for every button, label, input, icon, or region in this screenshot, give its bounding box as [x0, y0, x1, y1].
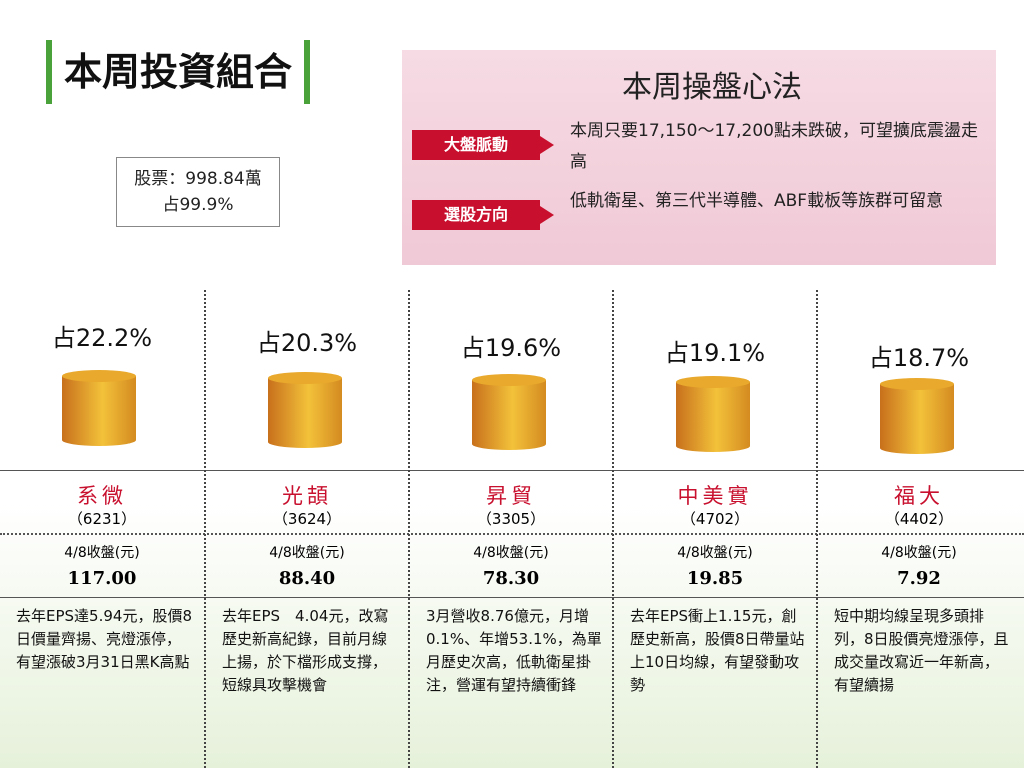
stock-name: 福大 [894, 484, 944, 508]
stock-code: （4702） [680, 510, 750, 528]
close-label: 4/8收盤(元) [64, 545, 140, 561]
stock-note: 去年EPS達5.94元，股價8日價量齊揚、亮燈漲停，有望漲破3月31日黑K高點 [16, 607, 192, 671]
holding-box: 股票：998.84萬 占99.9% [116, 157, 280, 227]
stock-name: 光頡 [282, 484, 332, 508]
cylinder [472, 374, 546, 450]
stock-share: 占22.2% [51, 324, 153, 352]
stock-column: 占20.3% 光頡 （3624） 4/8收盤(元) 88.40 去年EPS 4.04元，改… [204, 290, 408, 768]
close-price: 88.40 [278, 568, 336, 589]
close-label: 4/8收盤(元) [881, 545, 957, 561]
stock-column: 占22.2% 系微 （6231） 4/8收盤(元) 117.00 去年EPS達5.94元，… [0, 290, 204, 768]
stocks-area: 占22.2% 系微 （6231） 4/8收盤(元) 117.00 去年EPS達5.94元，… [0, 290, 1024, 768]
arrow [540, 136, 554, 154]
close-price: 7.92 [897, 568, 941, 589]
stock-column: 占18.7% 福大 （4402） 4/8收盤(元) 7.92 短中期均線呈現多頭排列，8日… [816, 290, 1020, 768]
close-label: 4/8收盤(元) [677, 545, 753, 561]
row-label: 選股方向 [412, 200, 540, 230]
stock-share: 占20.3% [256, 329, 358, 357]
close-price: 117.00 [67, 568, 137, 589]
cylinder [62, 370, 136, 446]
cylinder [268, 372, 342, 448]
stock-column: 占19.6% 昇貿 （3305） 4/8收盤(元) 78.30 3月營收8.76億元，月增… [408, 290, 612, 768]
stock-note: 短中期均線呈現多頭排列，8日股價亮燈漲停，且成交量改寫近一年新高，有望續揚 [834, 607, 1009, 694]
stock-code: （3624） [272, 510, 342, 528]
stock-share: 占19.6% [460, 334, 562, 362]
row-text: 低軌衛星、第三代半導體、ABF載板等族群可留意 [570, 191, 944, 211]
stock-share: 占19.1% [664, 339, 766, 367]
strategy-title: 本周操盤心法 [622, 70, 802, 105]
divider [0, 470, 1024, 471]
strategy-panel: 本周操盤心法 大盤脈動 本周只要17,150～17,200點未跌破，可望擴底震盪… [402, 50, 996, 265]
close-label: 4/8收盤(元) [269, 545, 345, 561]
holding-share: 占99.9% [162, 195, 234, 215]
stock-share: 占18.7% [868, 344, 970, 372]
arrow [540, 206, 554, 224]
title: 本周投資組合 [46, 40, 311, 104]
stock-code: （6231） [67, 510, 137, 528]
stock-column: 占19.1% 中美實 （4702） 4/8收盤(元) 19.85 去年EPS衝上1.15元… [612, 290, 816, 768]
stock-note: 去年EPS 4.04元，改寫歷史新高紀錄，目前月線上揚，於下檔形成支撐，短線具攻… [222, 607, 389, 694]
stock-code: （3305） [476, 510, 546, 528]
stock-name: 昇貿 [486, 484, 536, 508]
divider [0, 597, 1024, 598]
close-price: 78.30 [482, 568, 540, 589]
stock-name: 中美實 [677, 484, 753, 508]
holding-stock: 股票：998.84萬 [134, 169, 262, 189]
stock-name: 系微 [77, 484, 127, 508]
cylinder [676, 376, 750, 452]
stock-code: （4402） [884, 510, 954, 528]
stock-note: 3月營收8.76億元，月增0.1%、年增53.1%，為單月歷史次高，低軌衛星掛注… [426, 607, 602, 694]
cylinder [880, 378, 954, 454]
divider [0, 533, 1024, 535]
row-label: 大盤脈動 [412, 130, 540, 160]
stock-note: 去年EPS衝上1.15元，創歷史新高，股價8日帶量站上10日均線，有望發動攻勢 [630, 607, 805, 694]
close-label: 4/8收盤(元) [473, 545, 549, 561]
row-text: 本周只要17,150～17,200點未跌破，可望擴底震盪走高 [570, 121, 978, 172]
close-price: 19.85 [686, 568, 744, 589]
